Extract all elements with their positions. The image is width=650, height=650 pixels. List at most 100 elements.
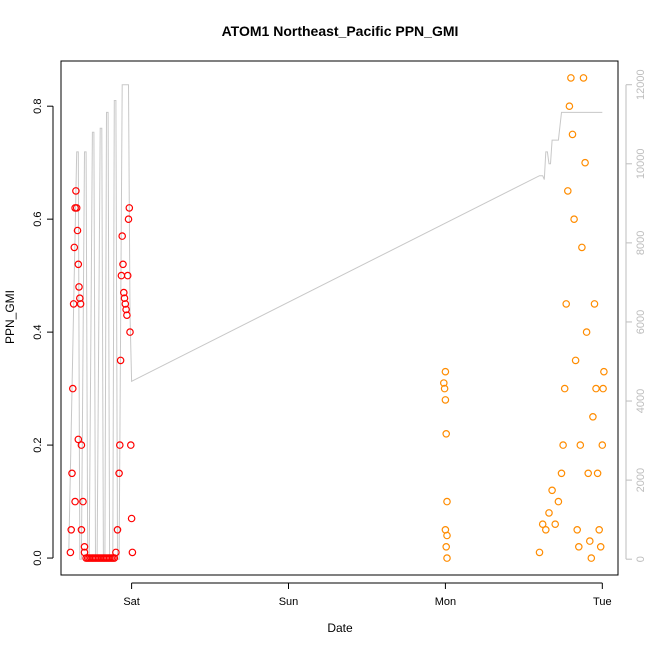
y2-tick-label: 10000 [635,149,647,180]
series-2-point [554,497,563,506]
series-2-point [582,328,591,336]
series-2-point [559,441,567,449]
points-layer [66,74,608,562]
y-axis-label: PPN_GMI [3,290,17,344]
y-tick-label: 0.6 [32,212,44,227]
series-2-point [443,554,451,562]
series-1-point [120,294,129,303]
series-2-point [565,102,574,111]
series-2-point [567,74,575,82]
y2-tick-label: 6000 [635,310,647,334]
series-2-point [579,74,588,82]
y2-tick-label: 8000 [635,231,647,255]
y2-tick-label: 0 [635,556,647,562]
series-2-point [535,548,544,557]
series-1-point [128,548,137,557]
series-1-point [75,283,83,291]
series-1-point [116,356,125,365]
x-tick-label: Tue [593,596,612,608]
series-1-point [66,548,75,557]
depth-line [68,84,603,560]
series-2-point [440,384,449,393]
y-tick-label: 0.4 [32,324,44,339]
series-1-point [76,300,85,308]
series-1-point [74,435,83,444]
series-1-point [118,232,127,240]
series-2-point [596,542,605,551]
series-2-point [562,300,571,308]
y-tick-label: 0.8 [32,99,44,114]
series-1-point [115,469,123,478]
series-2-point [581,158,589,167]
y2-tick-label: 12000 [635,69,647,100]
series-2-point [576,441,585,449]
series-1-point [77,525,86,534]
series-2-point [592,384,600,393]
series-1-point [116,441,124,449]
series-2-point [599,384,607,393]
series-2-point [568,130,577,139]
series-2-point [600,367,608,376]
series-1-point [124,215,133,224]
series-2-point [587,554,596,562]
series-1-point [123,311,131,320]
series-1-point [127,514,136,523]
series-2-point [593,469,602,478]
series-1-point [120,288,128,297]
series-2-point [573,525,582,534]
chart-title: ATOM1 Northeast_Pacific PPN_GMI [222,23,459,39]
series-1-point [76,294,84,303]
series-1-point [112,548,120,557]
series-1-point [127,441,135,449]
series-1-point [122,305,130,314]
series-2-point [563,187,572,195]
series-2-point [589,412,597,421]
series-2-point [578,243,586,252]
series-1-point [69,384,77,393]
x-tick-label: Sun [279,596,299,608]
y2-tick-label: 4000 [635,389,647,413]
series-2-point [590,300,599,308]
depth-line-layer [68,84,603,560]
series-2-point [595,525,604,534]
series-1-point [70,243,79,252]
series-1-point [80,542,89,551]
series-2-point [584,469,593,478]
series-2-point [571,356,580,365]
y2-tick-label: 2000 [635,468,647,492]
series-2-point [545,509,553,517]
x-tick-label: Sat [123,596,140,608]
series-2-point [541,525,550,534]
series-1-point [123,271,132,280]
series-2-point [441,367,450,376]
series-2-point [560,384,569,393]
series-2-point [548,486,556,495]
series-1-point [80,548,89,557]
series-2-point [570,215,578,224]
y-tick-label: 0.2 [32,437,44,452]
series-1-point [121,300,130,308]
y-tick-label: 0.0 [32,550,44,565]
series-2-point [585,537,594,545]
series-1-point [125,204,134,212]
series-1-point [71,497,79,506]
series-2-point [442,429,451,438]
series-1-point [73,226,82,235]
plot-frame [60,60,619,576]
series-1-point [72,187,80,195]
x-axis-label: Date [327,621,353,635]
series-2-point [441,396,450,404]
series-2-point [598,441,607,449]
series-1-point [67,525,76,534]
series-2-point [574,542,583,551]
series-1-point [79,497,87,506]
series-1-point [68,469,76,478]
series-1-point [119,260,127,269]
series-2-point [538,520,547,529]
series-2-point [443,531,451,540]
series-1-point [77,441,86,449]
series-2-point [443,497,451,506]
series-2-point [557,469,566,478]
series-2-point [439,379,448,387]
